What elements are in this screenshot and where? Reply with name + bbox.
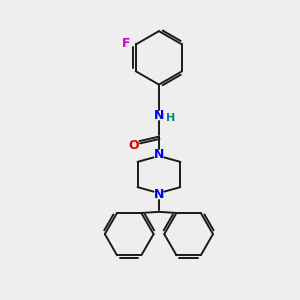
Text: N: N <box>154 188 164 201</box>
Text: N: N <box>154 109 164 122</box>
Text: O: O <box>128 139 139 152</box>
Text: F: F <box>122 37 130 50</box>
Text: N: N <box>154 148 164 161</box>
Text: H: H <box>166 113 175 123</box>
